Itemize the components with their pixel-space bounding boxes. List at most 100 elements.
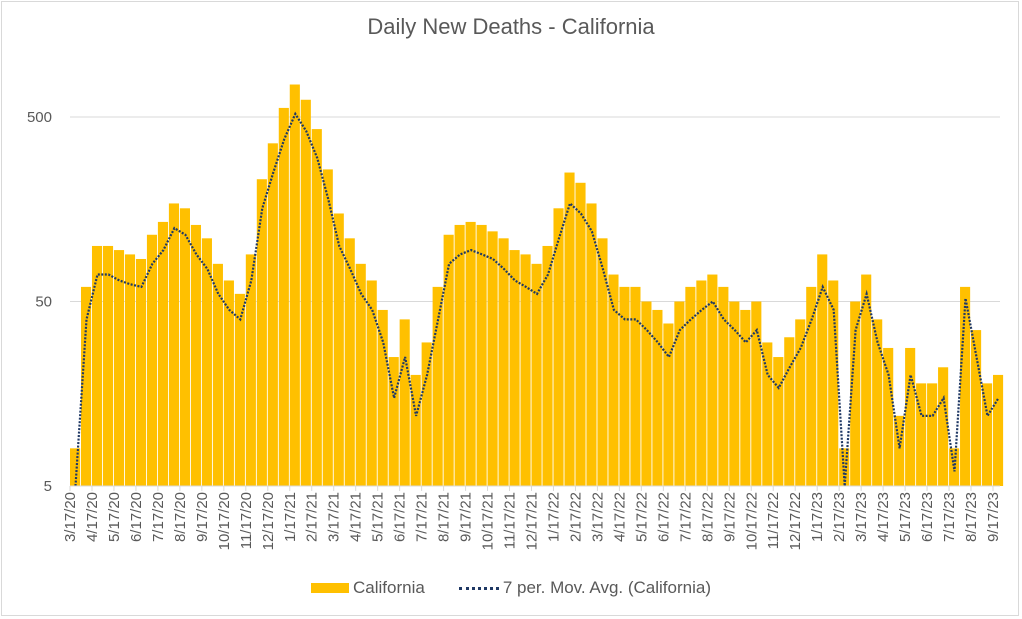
x-tick-label: 7/17/20 bbox=[150, 492, 167, 542]
bar bbox=[179, 208, 190, 486]
bar bbox=[575, 182, 586, 487]
chart-title: Daily New Deaths - California bbox=[367, 14, 655, 39]
bar bbox=[674, 301, 685, 486]
moving-average-line bbox=[74, 111, 1000, 487]
bar bbox=[135, 258, 147, 486]
bar bbox=[124, 254, 136, 486]
bar bbox=[333, 213, 344, 486]
bar bbox=[509, 250, 520, 486]
x-tick-label: 7/17/21 bbox=[414, 492, 431, 542]
x-tick-label: 3/17/21 bbox=[326, 492, 343, 542]
x-tick-label: 10/17/20 bbox=[216, 492, 233, 550]
x-tick-label: 3/17/23 bbox=[853, 492, 870, 542]
bar bbox=[850, 301, 861, 486]
bar bbox=[267, 143, 278, 487]
bar bbox=[212, 263, 223, 486]
x-tick-label: 4/17/21 bbox=[348, 492, 365, 542]
x-tick-label: 12/17/20 bbox=[260, 492, 277, 550]
x-tick-label: 7/17/22 bbox=[677, 492, 694, 542]
x-tick-label: 2/17/22 bbox=[567, 492, 584, 542]
x-tick-label: 9/17/20 bbox=[194, 492, 211, 542]
bar bbox=[91, 245, 103, 486]
bar bbox=[641, 301, 652, 486]
bar bbox=[344, 238, 355, 486]
bar bbox=[234, 293, 245, 486]
x-tick-label: 4/17/20 bbox=[84, 492, 101, 542]
bar bbox=[663, 323, 674, 486]
bar bbox=[146, 234, 158, 486]
bar bbox=[608, 274, 619, 486]
x-tick-label: 8/17/22 bbox=[699, 492, 716, 542]
bar bbox=[828, 280, 839, 486]
bar bbox=[454, 224, 465, 486]
bar bbox=[410, 374, 421, 486]
bar bbox=[168, 203, 180, 486]
bar bbox=[553, 208, 564, 486]
bar bbox=[388, 357, 399, 486]
bar bbox=[696, 280, 707, 486]
x-tick-label: 11/17/22 bbox=[765, 492, 782, 549]
x-tick-label: 9/17/23 bbox=[985, 492, 1002, 542]
x-tick-label: 3/17/22 bbox=[589, 492, 606, 542]
bar bbox=[927, 383, 938, 486]
x-tick-label: 9/17/21 bbox=[458, 492, 475, 542]
bar bbox=[960, 286, 971, 486]
x-tick-label: 4/17/22 bbox=[611, 492, 628, 542]
bar bbox=[487, 231, 498, 486]
bar bbox=[729, 301, 740, 486]
bar bbox=[597, 238, 608, 486]
x-tick-label: 5/17/20 bbox=[106, 492, 123, 542]
x-tick-label: 6/17/21 bbox=[392, 492, 409, 542]
x-tick-label: 2/17/23 bbox=[831, 492, 848, 542]
x-tick-label: 6/17/20 bbox=[128, 492, 145, 542]
bar bbox=[542, 245, 553, 486]
bar bbox=[366, 280, 377, 486]
bar bbox=[993, 374, 1004, 486]
bar bbox=[916, 383, 927, 486]
bar bbox=[201, 238, 212, 486]
bar bbox=[784, 337, 795, 486]
bar bbox=[498, 238, 509, 486]
bar bbox=[883, 347, 894, 486]
bar bbox=[795, 319, 806, 486]
bar bbox=[652, 309, 663, 486]
bar bbox=[102, 245, 114, 486]
bar bbox=[322, 169, 333, 486]
x-tick-label: 12/17/22 bbox=[787, 492, 804, 550]
bar bbox=[806, 286, 817, 486]
x-tick-label: 1/17/23 bbox=[809, 492, 826, 542]
bar bbox=[245, 254, 256, 486]
legend-bar-swatch bbox=[311, 583, 349, 593]
bar bbox=[355, 263, 366, 486]
x-tick-label: 4/17/23 bbox=[875, 492, 892, 542]
x-tick-label: 10/17/22 bbox=[743, 492, 760, 550]
bar bbox=[619, 286, 630, 486]
bar bbox=[443, 234, 454, 486]
bar bbox=[938, 367, 949, 486]
bar bbox=[223, 280, 234, 486]
bar bbox=[817, 254, 828, 486]
bar bbox=[113, 250, 125, 486]
x-tick-label: 11/17/21 bbox=[502, 492, 519, 549]
bar bbox=[982, 383, 993, 486]
bar bbox=[872, 319, 883, 486]
bar bbox=[586, 203, 597, 486]
bar bbox=[432, 286, 443, 486]
x-tick-label: 5/17/23 bbox=[897, 492, 914, 542]
bar bbox=[190, 224, 201, 486]
bar bbox=[476, 224, 487, 486]
bar bbox=[971, 330, 982, 486]
x-tick-label: 5/17/22 bbox=[633, 492, 650, 542]
legend-item-california: California bbox=[311, 578, 425, 598]
legend-line-swatch bbox=[458, 586, 499, 590]
bar bbox=[311, 129, 322, 487]
bar bbox=[377, 309, 388, 486]
x-tick-label: 10/17/21 bbox=[480, 492, 497, 550]
x-tick-label: 12/17/21 bbox=[524, 492, 541, 550]
bar bbox=[465, 221, 476, 486]
x-tick-label: 2/17/21 bbox=[304, 492, 321, 542]
legend-label: 7 per. Mov. Avg. (California) bbox=[502, 578, 711, 597]
x-tick-label: 1/17/21 bbox=[282, 492, 299, 542]
